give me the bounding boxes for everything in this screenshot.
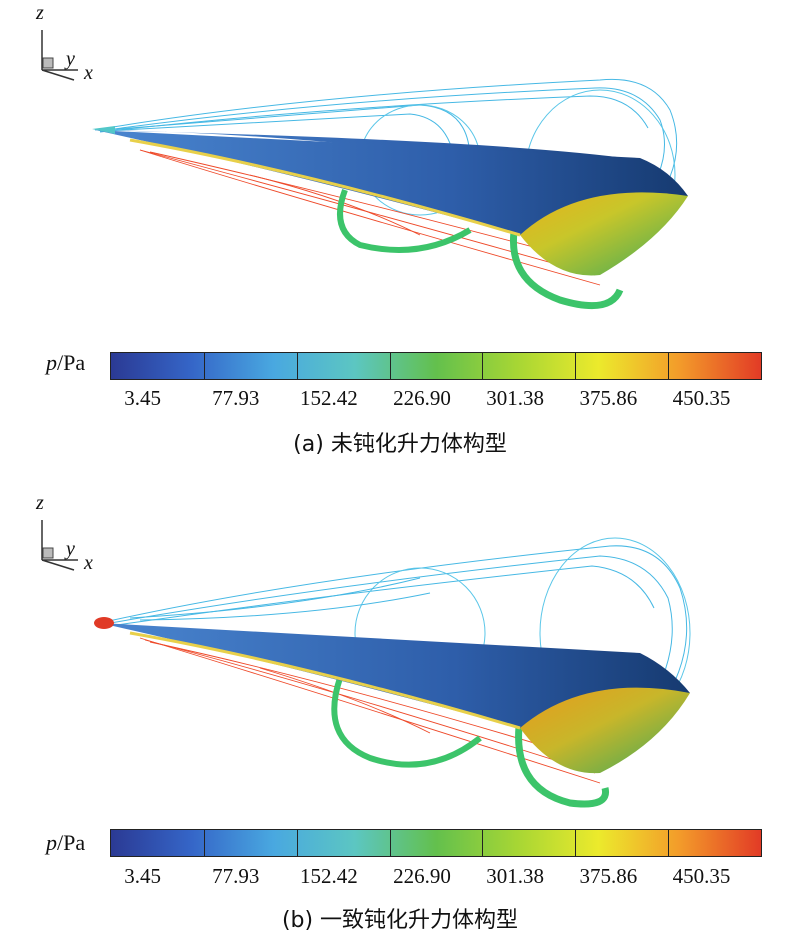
- colorbar-divider: [575, 353, 577, 379]
- colorbar-divider: [482, 353, 484, 379]
- axis-z-label: z: [36, 2, 44, 24]
- colorbar-tick-label: 77.93: [212, 386, 260, 410]
- axis-triad-icon: [41, 30, 78, 81]
- axis-y-label: y: [66, 538, 75, 560]
- base-face: [520, 687, 690, 774]
- colorbar-divider: [668, 830, 670, 856]
- colorbar-divider: [296, 353, 298, 379]
- slice-ring-1: [331, 677, 482, 768]
- caption-a: (a) 未钝化升力体构型: [293, 432, 507, 457]
- colorbar-tick-label: 450.35: [672, 386, 731, 410]
- colorbar-tick-label: 375.86: [579, 864, 638, 888]
- colorbar-divider: [389, 353, 391, 379]
- slice-ring-1: [337, 188, 472, 253]
- colorbar-tick-label: 3.45: [124, 864, 161, 888]
- colorbar-ticks: 3.45 77.93 152.42 226.90 301.38 375.86 450.35: [0, 864, 800, 894]
- colorbar-tick-label: 301.38: [486, 864, 545, 888]
- colorbar-title: p/Pa: [46, 350, 86, 375]
- nose: [92, 126, 115, 134]
- axis-z-label: z: [36, 492, 44, 514]
- streamlines-cyan: [99, 537, 691, 729]
- colorbar-tick-label: 77.93: [212, 864, 260, 888]
- colorbar-tick-label: 152.42: [300, 386, 358, 410]
- colorbar-divider: [203, 353, 205, 379]
- colorbar: [110, 829, 762, 857]
- axis-x-label: x: [84, 552, 93, 574]
- colorbar-tick-label: 3.45: [124, 386, 161, 410]
- colorbar-tick-label: 226.90: [393, 386, 451, 410]
- axis-y-label: y: [66, 48, 75, 70]
- flow-field-render: [92, 78, 688, 310]
- panel-b: z y x p/Pa 3.45 77.93 152.42 226.90 301.38 37…: [0, 468, 800, 935]
- colorbar-ticks: 3.45 77.93 152.42 226.90 301.38 375.86 450.35: [0, 386, 800, 416]
- colorbar-divider: [668, 353, 670, 379]
- colorbar-divider: [296, 830, 298, 856]
- streamlines-lower: [139, 637, 601, 784]
- slice-ring-2: [510, 224, 624, 310]
- colorbar-title: p/Pa: [46, 830, 86, 855]
- colorbar-tick-label: 152.42: [300, 864, 358, 888]
- colorbar-tick-label: 450.35: [672, 864, 731, 888]
- slice-ring-2: [515, 717, 610, 808]
- colorbar-divider: [389, 830, 391, 856]
- axis-x-label: x: [84, 62, 93, 84]
- colorbar-divider: [203, 830, 205, 856]
- colorbar-divider: [575, 830, 577, 856]
- flow-field-render: [94, 537, 691, 808]
- colorbar-tick-label: 301.38: [486, 386, 545, 410]
- vehicle-body: [100, 623, 690, 728]
- colorbar-divider: [482, 830, 484, 856]
- nose: [94, 617, 114, 629]
- colorbar-tick-label: 375.86: [579, 386, 638, 410]
- colorbar: [110, 352, 762, 380]
- axis-triad-icon: [41, 520, 78, 571]
- base-face: [520, 192, 688, 276]
- panel-a: z y x p/Pa 3.45 77.93 152.42 226.90 301.38 37…: [0, 0, 800, 467]
- caption-b: (b) 一致钝化升力体构型: [281, 908, 519, 933]
- colorbar-tick-label: 226.90: [393, 864, 451, 888]
